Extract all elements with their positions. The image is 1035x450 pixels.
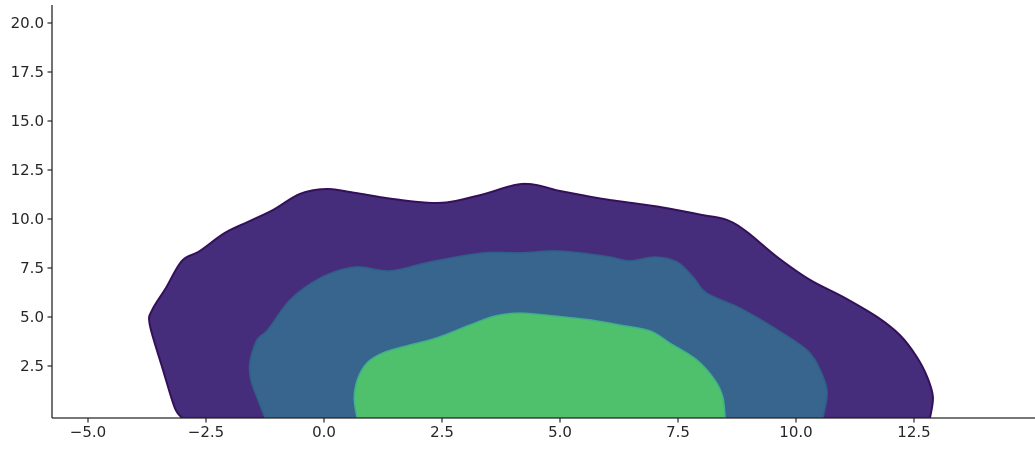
inner-density-level	[353, 312, 726, 418]
x-tick-label: −2.5	[187, 423, 225, 441]
x-tick-label: 2.5	[430, 423, 454, 441]
contour-layers	[148, 182, 934, 418]
y-tick-label: 20.0	[10, 14, 44, 32]
x-tick-label: 0.0	[312, 423, 336, 441]
y-tick-label: 10.0	[10, 210, 44, 228]
y-tick-label: 17.5	[10, 63, 44, 81]
y-tick-label: 12.5	[10, 161, 44, 179]
y-tick-label: 15.0	[10, 112, 44, 130]
y-tick-label: 5.0	[20, 308, 44, 326]
x-tick-label: 10.0	[779, 423, 813, 441]
tick-marks	[47, 22, 915, 423]
y-tick-label: 7.5	[20, 259, 44, 277]
x-tick-label: 5.0	[548, 423, 572, 441]
x-tick-label: −5.0	[69, 423, 107, 441]
y-tick-label: 2.5	[20, 357, 44, 375]
x-tick-label: 7.5	[666, 423, 690, 441]
axes-spines	[51, 5, 1035, 419]
x-tick-label: 12.5	[897, 423, 931, 441]
